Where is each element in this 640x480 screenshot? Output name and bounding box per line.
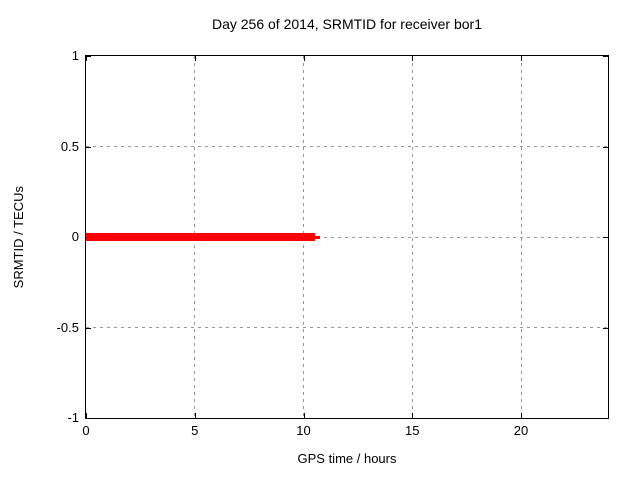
x-tick-top (521, 56, 522, 61)
y-axis-label: SRMTID / TECUs (8, 55, 28, 419)
y-tick-left (86, 146, 91, 148)
y-tick-right (603, 56, 608, 57)
gridline-horizontal (86, 327, 608, 328)
y-tick-label: 0 (71, 229, 79, 244)
x-tick-bottom (521, 413, 522, 418)
x-tick-bottom (86, 413, 87, 418)
y-tick-right (603, 237, 608, 238)
x-tick-top (412, 56, 414, 61)
data-series-srmtid-main (86, 233, 316, 241)
plot-area: 0 5 10 15 20 -1 -0.5 0 0.5 1 (57, 48, 609, 438)
y-tick-right (603, 327, 608, 329)
x-tick-bottom (303, 413, 305, 418)
y-tick-left (86, 418, 91, 419)
y-tick-label: -1 (67, 410, 79, 425)
x-tick-top (303, 56, 305, 61)
x-tick-label: 0 (82, 423, 90, 438)
x-tick-bottom (412, 413, 414, 418)
data-series-srmtid-tail (315, 235, 320, 239)
gridline-horizontal (86, 236, 608, 238)
gridline-horizontal (86, 146, 608, 147)
y-tick-right (603, 418, 608, 419)
x-tick-top (194, 56, 196, 61)
y-tick-left (86, 56, 91, 57)
chart-title: Day 256 of 2014, SRMTID for receiver bor… (211, 16, 482, 32)
x-tick-label: 20 (513, 423, 529, 438)
x-tick-bottom (194, 413, 196, 418)
x-axis-label: GPS time / hours (297, 451, 397, 466)
x-tick-label: 5 (191, 423, 199, 438)
y-tick-right (603, 146, 608, 148)
y-tick-left (86, 327, 91, 329)
y-tick-label: 0.5 (60, 138, 79, 154)
x-tick-label: 15 (405, 423, 420, 438)
y-axis-label-text: SRMTID / TECUs (10, 185, 26, 289)
y-tick-label: 1 (71, 48, 79, 63)
x-tick-top (86, 56, 87, 61)
x-tick-label: 10 (296, 423, 311, 438)
y-tick-label: -0.5 (56, 319, 79, 335)
